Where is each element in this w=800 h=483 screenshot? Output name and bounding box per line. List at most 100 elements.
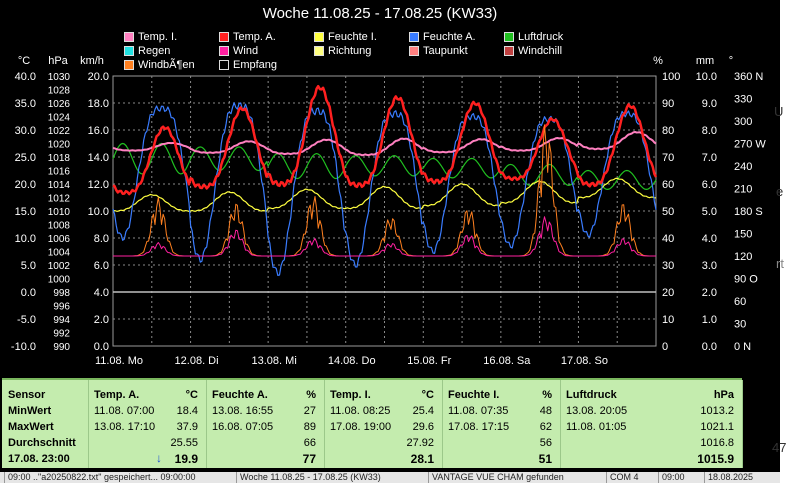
tick-rain: 10.0: [696, 71, 717, 83]
tick-direction: 180 S: [734, 206, 763, 218]
tick-rain: 1.0: [702, 314, 717, 326]
tick-direction: 270 W: [734, 139, 766, 151]
status-bar-field: VANTAGE VUE CHAM gefunden: [428, 472, 564, 483]
stats-column-name: Feuchte I.: [448, 389, 500, 401]
stats-max-time: 16.08. 07:05: [212, 421, 274, 433]
tick-pressure: 1002: [48, 261, 71, 272]
edge-number-47: 47: [772, 440, 787, 455]
tick-day: 15.08. Fr: [407, 355, 451, 367]
tick-pressure: 1006: [48, 234, 71, 245]
tick-wind: 6.0: [94, 260, 109, 272]
series-line-luftdruck: [112, 142, 657, 190]
status-bar-field: 18.08.2025: [704, 472, 753, 483]
tick-direction: 210: [734, 184, 752, 196]
tick-day: 17.08. So: [561, 355, 608, 367]
axis-unit-wind: km/h: [80, 55, 104, 67]
legend-label: WindbÃ¶en: [138, 59, 195, 71]
stats-max-time: 13.08. 17:10: [94, 421, 156, 433]
stats-panel: Sensor MinWert MaxWert Durchschnitt 17.0…: [2, 378, 743, 468]
stats-current-value: 19.9: [174, 452, 198, 466]
legend-label: Temp. A.: [233, 31, 276, 43]
stats-sensor-label: Sensor: [8, 389, 46, 401]
tick-pressure: 996: [53, 302, 70, 313]
stats-min-value: 18.4: [176, 405, 198, 417]
status-bar-field: 09:00 .."a20250822.txt" gespeichert... 0…: [4, 472, 196, 483]
tick-day: 11.08. Mo: [95, 355, 143, 367]
stats-column: Feuchte I.% 11.08. 07:35 48 17.08. 17:15 62 5…: [442, 380, 561, 468]
legend-swatch: [124, 32, 134, 42]
legend-swatch: [314, 46, 324, 56]
stats-current-value: 28.1: [410, 452, 434, 466]
tick-rain: 9.0: [702, 98, 717, 110]
stats-column: Temp. I. °C 11.08. 08:25 25.4 17.08. 19:00 29…: [324, 380, 443, 468]
tick-humidity: 90: [662, 98, 674, 110]
weather-chart: °C hPa km/h% mm ° 40.0 35.0 30.0 25.0 20.0 15.0 10.…: [11, 55, 766, 367]
series-line-feuchte-aussen: [112, 102, 657, 276]
stats-min-time: 11.08. 07:00: [94, 405, 155, 417]
stats-min-value: 1013.2: [700, 405, 734, 417]
stats-column-name: Feuchte A.: [212, 389, 268, 401]
tick-pressure: 1000: [48, 275, 71, 286]
tick-pressure: 1008: [48, 221, 71, 232]
tick-direction: 300: [734, 116, 752, 128]
status-bar-field: COM 4: [606, 472, 639, 483]
stats-avg-value: 56: [539, 437, 552, 449]
edge-letters-rt: rt: [776, 256, 784, 271]
tick-day: 12.08. Di: [175, 355, 219, 367]
tick-pressure: 1010: [48, 207, 71, 218]
tick-temp: 20.0: [15, 179, 36, 191]
edge-letter-u: U: [774, 104, 784, 119]
tick-direction: 0 N: [734, 341, 751, 353]
legend-swatch: [124, 46, 134, 56]
stats-max-value: 1021.1: [700, 421, 734, 433]
stats-max-value: 37.9: [176, 421, 198, 433]
stats-max-value: 89: [303, 421, 316, 433]
stats-current-value: 1015.9: [697, 452, 734, 466]
tick-day: 16.08. Sa: [483, 355, 531, 367]
tick-humidity: 20: [662, 287, 674, 299]
legend-swatch: [409, 46, 419, 56]
legend-swatch: [314, 32, 324, 42]
legend-swatch: [504, 32, 514, 42]
tick-humidity: 0: [662, 341, 668, 353]
tick-humidity: 10: [662, 314, 674, 326]
tick-direction: 90 O: [734, 274, 758, 286]
tick-day: 14.08. Do: [328, 355, 376, 367]
tick-rain: 4.0: [702, 233, 717, 245]
tick-temp: 15.0: [15, 206, 36, 218]
legend-label: Empfang: [233, 59, 278, 71]
stats-current-value: 51: [538, 452, 552, 466]
stats-max-value: 29.6: [412, 421, 434, 433]
series-line-wind: [113, 216, 656, 257]
tick-direction: 330: [734, 94, 752, 106]
trend-down-icon: ↓: [156, 451, 162, 465]
axis-unit-humidity: %: [653, 55, 663, 67]
tick-humidity: 40: [662, 233, 674, 245]
adjacent-window-edge: [780, 0, 800, 483]
tick-humidity: 30: [662, 260, 674, 272]
axis-unit-direction: °: [729, 55, 733, 67]
stats-min-time: 11.08. 07:35: [448, 405, 509, 417]
stats-avg-value: 66: [303, 437, 316, 449]
stats-min-time: 13.08. 20:05: [566, 405, 628, 417]
tick-pressure: 1012: [48, 194, 71, 205]
stats-avg-label: Durchschnitt: [8, 437, 76, 449]
tick-pressure: 992: [53, 329, 70, 340]
tick-day: 13.08. Mi: [252, 355, 297, 367]
legend-label: Luftdruck: [518, 31, 564, 43]
edge-letter-e: e: [776, 184, 784, 199]
legend-swatch: [409, 32, 419, 42]
stats-avg-value: 1016.8: [700, 437, 734, 449]
tick-humidity: 80: [662, 125, 674, 137]
tick-pressure: 1004: [48, 248, 71, 259]
stats-avg-value: 27.92: [406, 437, 434, 449]
tick-temp: -10.0: [11, 341, 36, 353]
stats-max-value: 62: [539, 421, 552, 433]
stats-column-unit: %: [306, 389, 316, 401]
stats-max-time: 17.08. 19:00: [330, 421, 392, 433]
legend-swatch: [219, 32, 229, 42]
tick-wind: 20.0: [88, 71, 109, 83]
tick-temp: 40.0: [15, 71, 36, 83]
tick-rain: 3.0: [702, 260, 717, 272]
tick-rain: 2.0: [702, 287, 717, 299]
